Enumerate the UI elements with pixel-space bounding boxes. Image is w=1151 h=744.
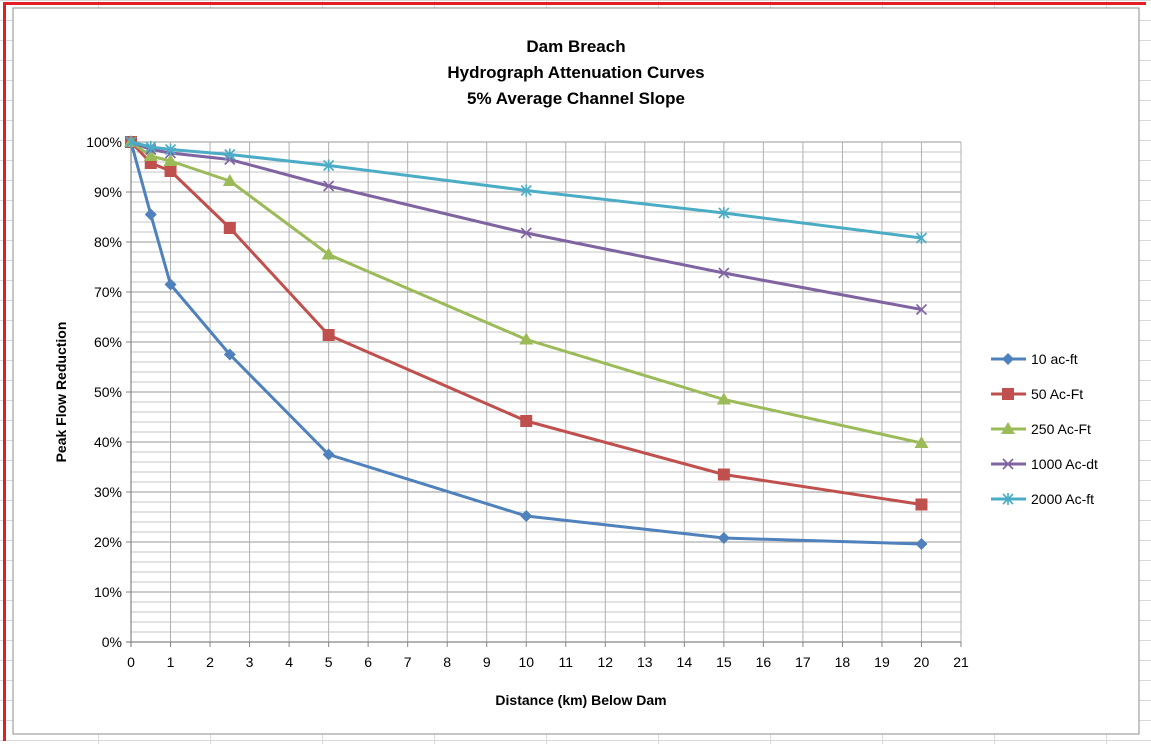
data-point bbox=[915, 498, 928, 511]
data-point bbox=[323, 159, 335, 172]
data-point bbox=[520, 510, 533, 522]
y-tick-label: 100% bbox=[86, 134, 122, 150]
legend-item[interactable]: 2000 Ac-ft bbox=[991, 491, 1094, 507]
data-point bbox=[164, 278, 177, 291]
y-tick-label: 90% bbox=[94, 184, 122, 200]
data-point bbox=[143, 149, 158, 161]
x-tick-label: 21 bbox=[953, 654, 969, 670]
y-axis-title: Peak Flow Reduction bbox=[53, 322, 69, 463]
x-tick-label: 11 bbox=[558, 654, 573, 670]
legend-label: 250 Ac-Ft bbox=[1031, 421, 1091, 437]
data-point bbox=[717, 532, 730, 544]
legend-marker bbox=[1002, 493, 1014, 505]
data-point bbox=[224, 148, 236, 161]
data-point bbox=[716, 392, 731, 405]
data-point bbox=[519, 332, 534, 345]
chart-title-line-1: Dam Breach bbox=[526, 37, 625, 56]
data-point bbox=[914, 436, 929, 448]
legend-marker bbox=[1001, 422, 1015, 434]
data-point bbox=[222, 174, 237, 186]
x-tick-label: 13 bbox=[637, 654, 653, 670]
legend-marker bbox=[1002, 458, 1014, 470]
plot-axes bbox=[126, 142, 961, 647]
x-tick-label: 16 bbox=[756, 654, 772, 670]
legend-marker bbox=[1002, 353, 1014, 365]
data-point bbox=[718, 267, 730, 279]
data-point bbox=[145, 141, 157, 153]
legend-marker bbox=[1002, 388, 1014, 400]
series-layer bbox=[124, 135, 929, 550]
y-tick-label: 40% bbox=[94, 434, 122, 450]
data-point bbox=[223, 348, 236, 361]
y-axis-ticks: 0% 10% 20% 30% 40% 50% 60% 70% 80% 90% 100% bbox=[86, 134, 131, 650]
legend-label: 10 ac-ft bbox=[1031, 351, 1078, 367]
y-tick-label: 30% bbox=[94, 484, 122, 500]
x-tick-label: 20 bbox=[914, 654, 930, 670]
chart-area[interactable] bbox=[12, 7, 1140, 735]
chart-title-line-2: Hydrograph Attenuation Curves bbox=[447, 63, 704, 82]
data-point bbox=[223, 222, 236, 234]
data-point bbox=[915, 303, 928, 316]
y-tick-label: 80% bbox=[94, 234, 122, 250]
data-point bbox=[164, 143, 177, 156]
x-tick-label: 0 bbox=[127, 654, 135, 670]
x-tick-label: 1 bbox=[167, 654, 175, 670]
series-5 bbox=[125, 136, 928, 244]
y-tick-label: 10% bbox=[94, 584, 122, 600]
series-line bbox=[129, 141, 922, 546]
x-tick-label: 17 bbox=[795, 654, 811, 670]
y-tick-label: 70% bbox=[94, 284, 122, 300]
legend-item[interactable]: 250 Ac-Ft bbox=[991, 421, 1091, 437]
x-tick-label: 10 bbox=[518, 654, 534, 670]
legend-item[interactable]: 50 Ac-Ft bbox=[991, 386, 1083, 402]
data-point bbox=[164, 165, 177, 177]
data-point bbox=[163, 154, 178, 166]
data-point bbox=[321, 247, 336, 260]
y-tick-label: 20% bbox=[94, 534, 122, 550]
x-tick-label: 14 bbox=[677, 654, 693, 670]
data-point bbox=[520, 227, 532, 239]
data-point bbox=[323, 180, 335, 192]
chart-frame[interactable]: Dam Breach Hydrograph Attenuation Curves… bbox=[3, 2, 1146, 741]
x-tick-label: 9 bbox=[483, 654, 491, 670]
y-tick-label: 0% bbox=[102, 634, 122, 650]
y-tick-label: 60% bbox=[94, 334, 122, 350]
x-tick-label: 7 bbox=[404, 654, 412, 670]
x-tick-label: 5 bbox=[325, 654, 333, 670]
x-axis-title: Distance (km) Below Dam bbox=[495, 692, 666, 708]
x-tick-label: 15 bbox=[716, 654, 732, 670]
x-tick-label: 3 bbox=[246, 654, 254, 670]
data-point bbox=[717, 468, 730, 481]
data-point bbox=[520, 184, 532, 197]
legend[interactable]: 10 ac-ft 50 Ac-Ft 250 Ac-Ft 1000 Ac-dt 2000 … bbox=[991, 351, 1098, 507]
y-tick-label: 50% bbox=[94, 384, 122, 400]
legend-label: 1000 Ac-dt bbox=[1031, 456, 1098, 472]
legend-label: 2000 Ac-ft bbox=[1031, 491, 1094, 507]
legend-label: 50 Ac-Ft bbox=[1031, 386, 1083, 402]
data-point bbox=[915, 232, 928, 244]
chart-title-line-3: 5% Average Channel Slope bbox=[467, 89, 685, 108]
data-point bbox=[718, 207, 730, 219]
legend-item[interactable]: 1000 Ac-dt bbox=[991, 456, 1098, 472]
data-point bbox=[520, 415, 533, 427]
data-point bbox=[322, 329, 335, 341]
x-tick-label: 2 bbox=[206, 654, 214, 670]
x-tick-label: 18 bbox=[835, 654, 851, 670]
x-tick-label: 19 bbox=[874, 654, 890, 670]
legend-item[interactable]: 10 ac-ft bbox=[991, 351, 1078, 367]
x-axis-ticks: 0 1 2 3 4 5 6 7 8 9 10 11 12 13 14 15 16 17 18 19 20 21 bbox=[127, 642, 969, 670]
series-line bbox=[130, 140, 922, 240]
x-tick-label: 8 bbox=[443, 654, 451, 670]
x-tick-label: 6 bbox=[364, 654, 372, 670]
x-tick-label: 12 bbox=[597, 654, 613, 670]
data-point bbox=[144, 208, 157, 221]
data-point bbox=[915, 538, 928, 550]
data-point bbox=[125, 136, 137, 148]
x-tick-label: 4 bbox=[285, 654, 293, 670]
data-point bbox=[322, 448, 335, 461]
line-chart: Dam Breach Hydrograph Attenuation Curves… bbox=[12, 7, 1140, 735]
